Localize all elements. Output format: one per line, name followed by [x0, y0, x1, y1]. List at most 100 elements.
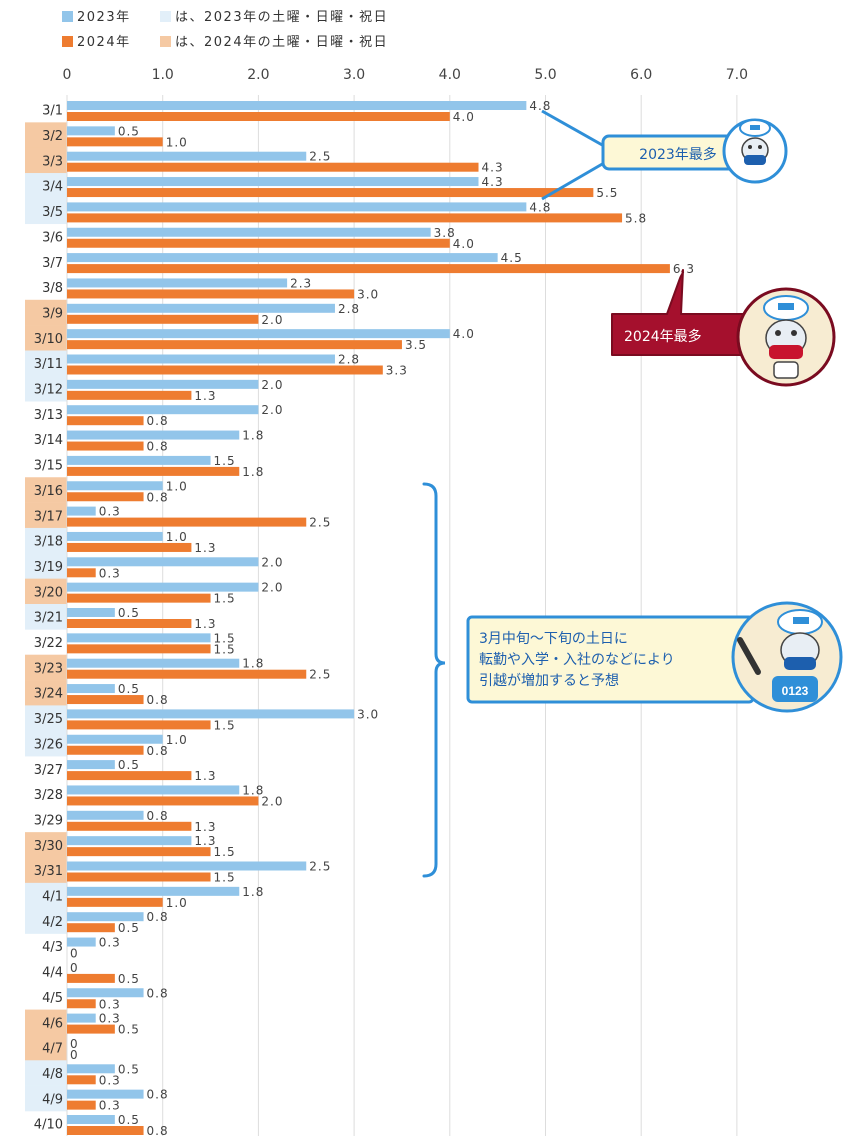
- holiday-band-4-6: [25, 1009, 67, 1036]
- bar-2023: [67, 177, 479, 187]
- data-label-2023: 1.5: [214, 454, 236, 468]
- bar-2023: [67, 481, 163, 491]
- bar-2023: [67, 1089, 144, 1099]
- data-label-2023: 1.8: [242, 783, 264, 797]
- holiday-band-3-17: [25, 502, 67, 529]
- legend-swatch-2024: [62, 36, 73, 47]
- data-label-2023: 1.0: [166, 479, 188, 493]
- mascot-avatar-2023: [722, 118, 788, 184]
- bar-2024: [67, 821, 192, 831]
- data-label-2024: 5.5: [596, 186, 618, 200]
- data-labels: 4.80.52.54.34.83.84.52.32.84.02.82.02.01…: [70, 99, 694, 1138]
- data-label-2024: 0: [70, 947, 79, 961]
- bar-2023: [67, 354, 335, 364]
- callout-2024-text: 2024年最多: [624, 329, 702, 345]
- bar-2023: [67, 861, 307, 871]
- data-label-2023: 1.0: [166, 530, 188, 544]
- data-label-2024: 3.3: [386, 364, 408, 378]
- holiday-band-3-5: [25, 198, 67, 225]
- holiday-band-3-10: [25, 325, 67, 351]
- data-label-2024: 1.5: [214, 592, 236, 606]
- legend-label-holiday-2023: は、2023年の土曜・日曜・祝日: [175, 10, 389, 25]
- x-axis-ticks: 0 1.0 2.0 3.0 4.0 5.0 6.0 7.0: [63, 67, 748, 83]
- holiday-band-3-30: [25, 832, 67, 858]
- data-label-2023: 0.5: [118, 124, 140, 138]
- category-label: 3/27: [34, 763, 63, 778]
- holiday-band-3-3: [25, 147, 67, 174]
- category-label: 3/22: [34, 636, 63, 651]
- data-label-2024: 3.0: [357, 287, 379, 301]
- data-label-2023: 3.8: [434, 226, 456, 240]
- data-label-2023: 0.3: [99, 936, 121, 950]
- data-label-2024: 1.3: [194, 617, 216, 631]
- bar-2024: [67, 973, 115, 983]
- x-tick-label: 4.0: [439, 67, 461, 83]
- holiday-band-4-1: [25, 882, 67, 909]
- data-label-2023: 2.0: [261, 403, 283, 417]
- legend-swatch-holiday-2023: [160, 11, 171, 22]
- bar-2024: [67, 162, 479, 172]
- data-label-2023: 4.0: [453, 327, 475, 341]
- data-label-2024: 0.5: [118, 1023, 140, 1037]
- bar-2023: [67, 506, 96, 516]
- data-label-2023: 0: [70, 961, 79, 975]
- holiday-band-3-31: [25, 857, 67, 884]
- bar-2024: [67, 238, 450, 248]
- data-label-2023: 1.0: [166, 733, 188, 747]
- data-label-2023: 2.0: [261, 555, 283, 569]
- category-label: 4/4: [42, 966, 63, 981]
- bar-2024: [67, 923, 115, 933]
- holiday-band-4-8: [25, 1060, 67, 1086]
- legend-label-holiday-2024: は、2024年の土曜・日曜・祝日: [175, 35, 389, 50]
- data-label-2023: 2.8: [338, 353, 360, 367]
- bar-2023: [67, 101, 527, 110]
- data-label-2023: 4.8: [529, 99, 551, 113]
- bar-2024: [67, 1126, 144, 1135]
- legend-label-2024: 2024年: [77, 35, 131, 50]
- legend-item-2023: 2023年: [62, 6, 131, 25]
- category-label: 4/2: [42, 915, 63, 930]
- bar-2023: [67, 760, 115, 770]
- category-label: 3/14: [34, 433, 63, 448]
- legend-item-2024: 2024年: [62, 31, 131, 50]
- note-text-line-1: 3月中旬〜下旬の土日に: [479, 631, 628, 647]
- callout-2023-text: 2023年最多: [639, 147, 717, 163]
- category-label: 4/9: [42, 1092, 63, 1107]
- data-label-2024: 0.8: [147, 1124, 169, 1138]
- bar-2024: [67, 796, 259, 806]
- bar-2024: [67, 492, 144, 502]
- bar-2023: [67, 633, 211, 643]
- bar-2024: [67, 542, 192, 552]
- data-label-2024: 0.8: [147, 440, 169, 454]
- data-label-2023: 2.5: [309, 150, 331, 164]
- bar-2023: [67, 1064, 115, 1074]
- bar-2024: [67, 137, 163, 147]
- bar-2024: [67, 847, 211, 857]
- x-tick-label: 7.0: [726, 67, 748, 83]
- data-label-2024: 2.5: [309, 668, 331, 682]
- category-label: 3/11: [34, 357, 63, 372]
- bar-2023: [67, 785, 240, 795]
- data-label-2024: 1.3: [194, 769, 216, 783]
- holiday-band-3-16: [25, 477, 67, 503]
- data-label-2023: 2.3: [290, 276, 312, 290]
- holiday-band-3-21: [25, 604, 67, 630]
- bar-2024: [67, 999, 96, 1009]
- bar-2024: [67, 517, 307, 527]
- data-label-2024: 0.8: [147, 744, 169, 758]
- bar-2024: [67, 213, 623, 223]
- mascot-number: 0123: [782, 684, 809, 698]
- category-label: 3/9: [42, 306, 63, 321]
- note-text-line-3: 引越が増加すると予想: [479, 673, 619, 689]
- data-label-2024: 1.5: [214, 718, 236, 732]
- holiday-band-3-19: [25, 553, 67, 579]
- holiday-band-3-11: [25, 350, 67, 377]
- category-label: 3/5: [42, 205, 63, 220]
- bar-2024: [67, 441, 144, 451]
- data-label-2023: 2.5: [309, 860, 331, 874]
- holiday-band-3-4: [25, 173, 67, 199]
- bar-2023: [67, 1013, 96, 1023]
- x-tick-label: 3.0: [343, 67, 365, 83]
- x-tick-label: 6.0: [630, 67, 652, 83]
